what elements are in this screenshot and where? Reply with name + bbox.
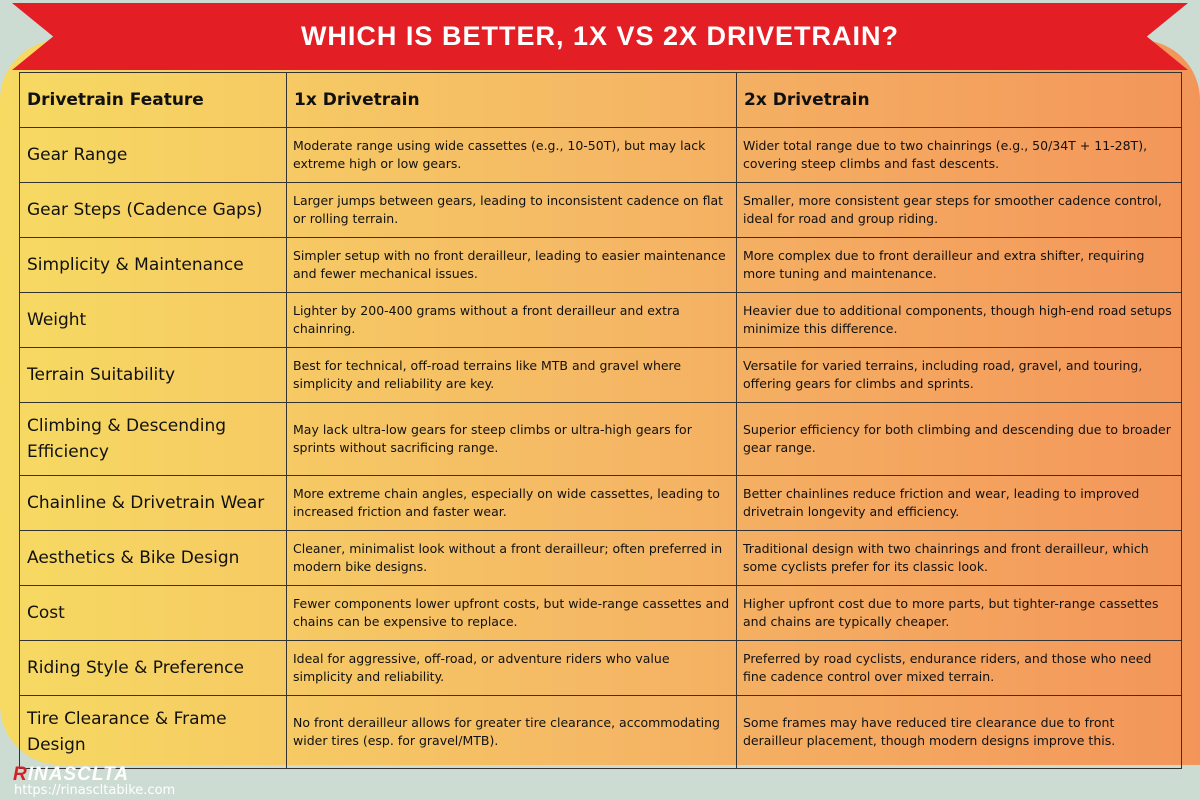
2x-cell: Higher upfront cost due to more parts, b… [736,585,1182,641]
feature-cell: Chainline & Drivetrain Wear [19,475,287,531]
feature-cell: Riding Style & Preference [19,640,287,696]
1x-cell: Cleaner, minimalist look without a front… [286,530,737,586]
table-row: Chainline & Drivetrain Wear More extreme … [19,475,1182,531]
feature-cell: Tire Clearance & Frame Design [19,695,287,769]
comparison-table: Drivetrain Feature 1x Drivetrain 2x Driv… [19,72,1182,769]
header-1x: 1x Drivetrain [286,72,737,128]
table-row: Terrain Suitability Best for technical, o… [19,347,1182,403]
1x-cell: Moderate range using wide cassettes (e.g… [286,127,737,183]
1x-cell: No front derailleur allows for greater t… [286,695,737,769]
table-row: Aesthetics & Bike Design Cleaner, minimal… [19,530,1182,586]
2x-cell: Traditional design with two chainrings a… [736,530,1182,586]
1x-cell: Ideal for aggressive, off-road, or adven… [286,640,737,696]
feature-cell: Simplicity & Maintenance [19,237,287,293]
brand-logo: RINASCLTA [13,764,129,785]
feature-cell: Weight [19,292,287,348]
table-row: Riding Style & Preference Ideal for aggre… [19,640,1182,696]
2x-cell: More complex due to front derailleur and… [736,237,1182,293]
2x-cell: Some frames may have reduced tire cleara… [736,695,1182,769]
table-header-row: Drivetrain Feature 1x Drivetrain 2x Driv… [19,72,1182,128]
feature-cell: Terrain Suitability [19,347,287,403]
1x-cell: More extreme chain angles, especially on… [286,475,737,531]
title-banner: WHICH IS BETTER, 1X VS 2X DRIVETRAIN? [12,3,1188,70]
feature-cell: Gear Steps (Cadence Gaps) [19,182,287,238]
table-row: Tire Clearance & Frame Design No front de… [19,695,1182,769]
header-feature: Drivetrain Feature [19,72,287,128]
1x-cell: Lighter by 200-400 grams without a front… [286,292,737,348]
table-row: Weight Lighter by 200-400 grams without a… [19,292,1182,348]
1x-cell: May lack ultra-low gears for steep climb… [286,402,737,476]
1x-cell: Larger jumps between gears, leading to i… [286,182,737,238]
header-2x: 2x Drivetrain [736,72,1182,128]
1x-cell: Simpler setup with no front derailleur, … [286,237,737,293]
table-row: Cost Fewer components lower upfront costs… [19,585,1182,641]
feature-cell: Gear Range [19,127,287,183]
2x-cell: Superior efficiency for both climbing an… [736,402,1182,476]
2x-cell: Better chainlines reduce friction and we… [736,475,1182,531]
2x-cell: Preferred by road cyclists, endurance ri… [736,640,1182,696]
feature-cell: Aesthetics & Bike Design [19,530,287,586]
2x-cell: Versatile for varied terrains, including… [736,347,1182,403]
brand-url: https://rinascltabike.com [14,783,176,798]
1x-cell: Fewer components lower upfront costs, bu… [286,585,737,641]
page-title: WHICH IS BETTER, 1X VS 2X DRIVETRAIN? [300,21,900,51]
table-row: Climbing & Descending Efficiency May lack… [19,402,1182,476]
feature-cell: Climbing & Descending Efficiency [19,402,287,476]
table-row: Simplicity & Maintenance Simpler setup wi… [19,237,1182,293]
1x-cell: Best for technical, off-road terrains li… [286,347,737,403]
2x-cell: Smaller, more consistent gear steps for … [736,182,1182,238]
2x-cell: Heavier due to additional components, th… [736,292,1182,348]
table-row: Gear Steps (Cadence Gaps) Larger jumps be… [19,182,1182,238]
table-row: Gear Range Moderate range using wide cass… [19,127,1182,183]
2x-cell: Wider total range due to two chainrings … [736,127,1182,183]
feature-cell: Cost [19,585,287,641]
